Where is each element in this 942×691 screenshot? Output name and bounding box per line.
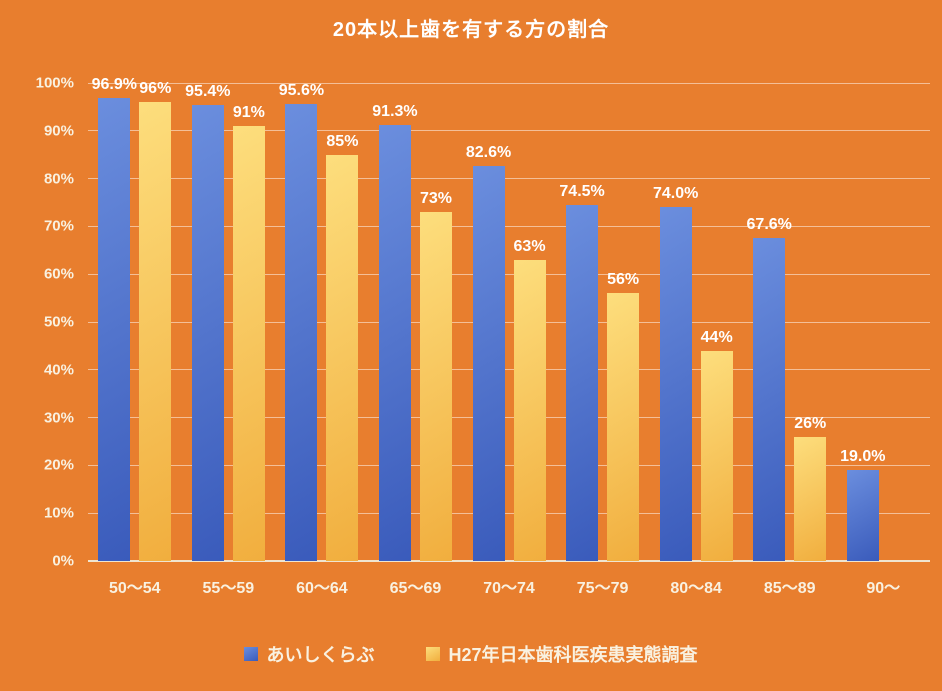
bar-data-label: 96.9% <box>91 75 137 93</box>
bar-group: 95.4% 91% <box>182 83 276 561</box>
x-axis-label: 65〜69 <box>389 580 442 597</box>
y-axis-label: 60% <box>43 265 74 283</box>
gridline <box>88 82 930 84</box>
bar-series-2: 63% <box>514 238 546 561</box>
gridline <box>88 273 930 275</box>
legend-swatch-icon <box>244 647 259 661</box>
gridline <box>88 417 930 419</box>
bar-series-1: 96.9% <box>92 76 137 561</box>
bar-group: 91.3% 73% <box>369 83 463 561</box>
bar-series-2: 44% <box>701 329 733 561</box>
x-axis-label: 75〜79 <box>576 580 629 597</box>
bar-series-2: 73% <box>420 190 452 561</box>
bar-series-2: 26% <box>794 415 826 561</box>
y-axis-label: 0% <box>52 552 74 570</box>
x-axis-label: 85〜89 <box>763 580 816 597</box>
plot-area: 96.9% 96% 95.4% 91% 95.6% 85% 91.3% 73% 82.6% 63%… <box>88 76 931 562</box>
bar-data-label: 85% <box>326 132 359 150</box>
bar-data-label: 19.0% <box>840 448 886 466</box>
bar-series-1: 67.6% <box>747 216 792 561</box>
bar-group: 19.0% <box>837 83 931 561</box>
bar-series-2: 91% <box>233 104 265 561</box>
x-axis-label: 70〜74 <box>483 580 535 597</box>
bar-group: 82.6% 63% <box>462 83 556 561</box>
bar-series-2: 96% <box>139 80 171 561</box>
bar-series-1: 95.6% <box>279 82 324 561</box>
bar-data-label: 95.4% <box>185 83 231 100</box>
x-axis-label: 50〜54 <box>108 580 161 597</box>
bar-data-label: 96% <box>139 80 172 98</box>
y-axis-label: 50% <box>43 313 74 331</box>
gridline <box>88 512 930 514</box>
bar-series-1: 19.0% <box>840 448 885 561</box>
bar-groups: 96.9% 96% 95.4% 91% 95.6% 85% 91.3% 73% 82.6% 63%… <box>88 76 931 561</box>
bar-group: 96.9% 96% <box>88 76 182 561</box>
gridline <box>88 178 930 180</box>
bar-series-1: 82.6% <box>466 144 511 561</box>
bar-series-1: 95.4% <box>185 83 231 561</box>
legend-label: H27年日本歯科医疾患実態調査 <box>448 645 698 665</box>
gridline <box>88 225 930 227</box>
bar-data-label: 91% <box>232 104 265 122</box>
bar-data-label: 82.6% <box>465 144 512 162</box>
gridline <box>88 130 930 132</box>
legend-item: H27年日本歯科医疾患実態調査 <box>426 641 698 667</box>
x-axis: 50〜54 55〜59 60〜64 65〜69 70〜74 75〜79 80〜84 85〜89… <box>88 574 930 598</box>
bar-group: 74.0% 44% <box>649 83 743 561</box>
x-axis-label: 55〜59 <box>202 580 255 597</box>
bar-data-label: 74.0% <box>652 185 699 203</box>
y-axis-label: 90% <box>43 122 74 140</box>
gridline <box>88 321 930 323</box>
bar-series-1: 91.3% <box>372 103 418 561</box>
y-axis: 0% 10% 20% 30% 40% 50% 60% 70% 80% 90% 100% <box>0 75 80 570</box>
bar-data-label: 56% <box>607 271 640 289</box>
bar-data-label: 73% <box>419 190 452 208</box>
y-axis-label: 10% <box>43 504 74 522</box>
chart-title: 20本以上歯を有する方の割合 <box>332 19 610 41</box>
gridline <box>88 464 930 466</box>
x-axis-line <box>88 560 930 562</box>
bar-series-1: 74.5% <box>559 183 605 561</box>
x-axis-label: 80〜84 <box>670 580 722 597</box>
legend-item: あいしくらぶ <box>244 641 374 667</box>
bar-data-label: 95.6% <box>278 82 325 100</box>
bar-series-1: 74.0% <box>653 185 698 561</box>
legend: あいしくらぶ H27年日本歯科医疾患実態調査 <box>0 641 942 667</box>
y-axis-label: 70% <box>43 217 74 235</box>
bar-data-label: 74.5% <box>559 182 605 200</box>
bar-data-label: 26% <box>794 414 827 432</box>
bar-data-label: 91.3% <box>372 102 418 120</box>
legend-swatch-icon <box>426 647 441 661</box>
y-axis-label: 20% <box>43 456 74 474</box>
bar-group: 95.6% 85% <box>275 82 369 561</box>
gridline <box>88 369 930 371</box>
y-axis-label: 30% <box>43 409 74 427</box>
bar-data-label: 67.6% <box>746 215 792 233</box>
bar-series-2: 85% <box>326 133 358 561</box>
x-axis-label: 90〜 <box>866 580 901 597</box>
y-axis-label: 80% <box>43 170 74 188</box>
legend-label: あいしくらぶ <box>266 645 375 665</box>
bar-group: 67.6% 26% <box>743 83 837 561</box>
x-axis-label: 60〜64 <box>296 580 348 597</box>
bar-series-2: 56% <box>607 271 639 561</box>
bar-group: 74.5% 56% <box>556 83 650 561</box>
bar-data-label: 63% <box>513 237 546 255</box>
y-axis-label: 40% <box>43 361 74 379</box>
y-axis-label: 100% <box>35 74 74 92</box>
bar-data-label: 44% <box>700 328 733 346</box>
